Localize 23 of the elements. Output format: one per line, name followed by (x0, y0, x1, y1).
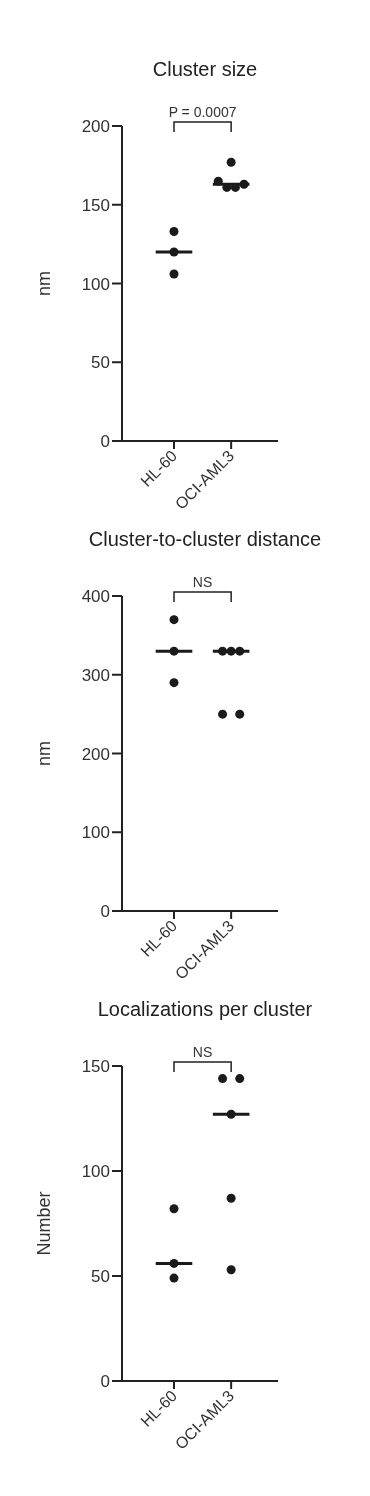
y-axis-title: nm (34, 740, 55, 767)
chart-title: Cluster-to-cluster distance (87, 528, 323, 552)
y-tick-label: 100 (81, 274, 110, 294)
y-tick-label: 100 (81, 1162, 110, 1182)
y-tick-label: 150 (81, 1057, 110, 1077)
chart-title: Cluster size (151, 58, 259, 82)
y-tick-label: 400 (81, 587, 110, 607)
y-tick-label: 0 (100, 432, 110, 452)
y-axis-title: nm (34, 270, 55, 297)
y-axis-title: Number (34, 1191, 55, 1256)
y-tick-label: 50 (91, 353, 110, 373)
text: NS (192, 1044, 213, 1060)
y-tick-label: 100 (81, 823, 110, 843)
y-tick-label: 200 (81, 117, 110, 137)
y-tick-label: 150 (81, 195, 110, 215)
y-tick-label: 50 (91, 1267, 110, 1287)
text: P = 0.0007 (168, 104, 237, 120)
y-tick-label: 0 (100, 902, 110, 922)
text: NS (192, 574, 213, 590)
chart-title: Localizations per cluster (96, 998, 314, 1022)
y-tick-label: 300 (81, 665, 110, 685)
y-tick-label: 0 (100, 1372, 110, 1392)
y-tick-label: 200 (81, 744, 110, 764)
